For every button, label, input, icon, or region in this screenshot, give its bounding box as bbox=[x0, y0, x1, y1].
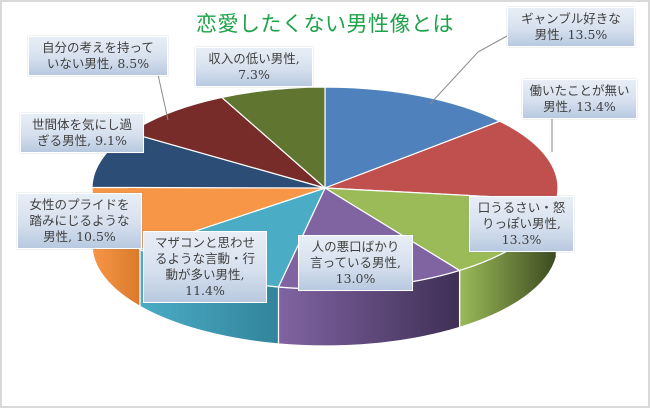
data-label-mama-boy: マザコンと思わせ るような言動・行 動が多い男性, 11.4% bbox=[143, 231, 267, 303]
data-label-gambling: ギャンブル好きな 男性, 13.5% bbox=[507, 7, 635, 47]
pie-slice-0 bbox=[324, 86, 502, 189]
chart-title: 恋愛したくない男性像とは bbox=[196, 12, 454, 36]
pie-slice-1 bbox=[324, 120, 559, 201]
data-label-trample-pride: 女性のプライドを 踏みにじるような 男性, 10.5% bbox=[17, 193, 142, 249]
data-label-appearance: 世間体を気にし過 ぎる男性, 9.1% bbox=[20, 113, 144, 153]
data-label-low-income: 収入の低い男性, 7.3% bbox=[195, 47, 313, 87]
pie-slice-8 bbox=[220, 86, 326, 190]
data-label-nagging-angry: 口うるさい・怒 りっぽい男性, 13.3% bbox=[469, 196, 574, 252]
data-label-never-worked: 働いたことが無い 男性, 13.4% bbox=[522, 79, 637, 119]
data-label-no-opinion: 自分の考えを持って いない男性, 8.5% bbox=[28, 36, 168, 76]
data-label-badmouthing: 人の悪口ばかり 言っている男性, 13.0% bbox=[298, 235, 413, 291]
